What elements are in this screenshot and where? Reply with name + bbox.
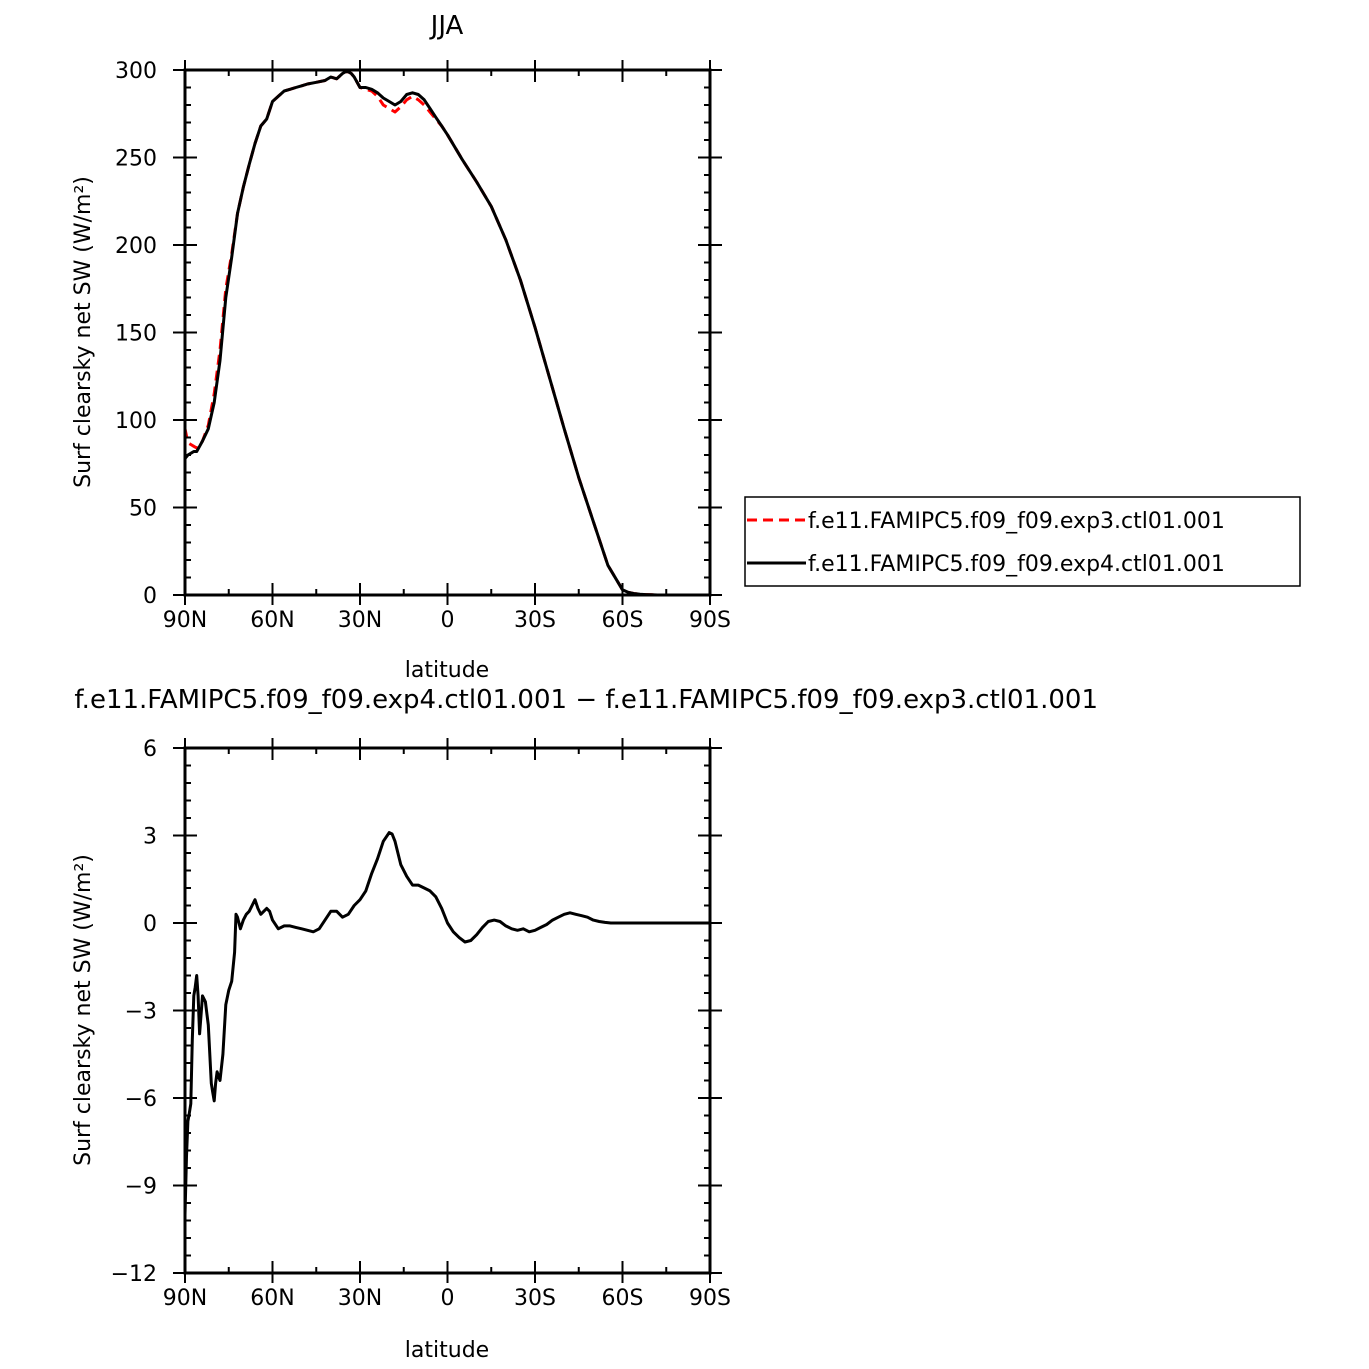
y-axis-title: Surf clearsky net SW (W/m²) — [71, 854, 96, 1166]
x-axis-title: latitude — [405, 658, 489, 683]
y-tick-label: 0 — [143, 912, 157, 937]
y-axis-title: Surf clearsky net SW (W/m²) — [71, 176, 96, 488]
y-tick-label: 300 — [115, 59, 157, 84]
x-tick-label: 60N — [250, 608, 294, 633]
series-line-0 — [183, 70, 710, 597]
x-axis-title: latitude — [405, 1338, 489, 1363]
difference-chart-title: f.e11.FAMIPC5.f09_f09.exp4.ctl01.001 − f… — [74, 685, 1098, 715]
y-tick-label: 6 — [143, 737, 157, 762]
difference-chart: f.e11.FAMIPC5.f09_f09.exp4.ctl01.001 − f… — [71, 685, 1098, 1363]
chart-title: JJA — [429, 11, 464, 41]
y-tick-label: −3 — [125, 1000, 157, 1025]
y-tick-label: 50 — [129, 497, 157, 522]
x-tick-label: 90N — [163, 608, 207, 633]
x-tick-label: 30N — [338, 1286, 382, 1311]
legend-label-exp3: f.e11.FAMIPC5.f09_f09.exp3.ctl01.001 — [808, 509, 1225, 534]
x-tick-label: 30N — [338, 608, 382, 633]
y-tick-label: −6 — [125, 1087, 157, 1112]
x-tick-label: 60S — [602, 608, 644, 633]
y-tick-label: 200 — [115, 234, 157, 259]
x-tick-label: 90S — [689, 608, 731, 633]
y-tick-label: 250 — [115, 147, 157, 172]
plot-frame — [183, 746, 712, 1275]
x-tick-label: 90N — [163, 1286, 207, 1311]
y-tick-label: 3 — [143, 825, 157, 850]
x-tick-label: 30S — [514, 1286, 556, 1311]
zonal-mean-chart: JJA 90N 60N 30N 0 30S 60S 90S 0 50 100 150 200 250 30… — [71, 11, 1301, 683]
y-tick-label: 150 — [115, 322, 157, 347]
x-tick-label: 60N — [250, 1286, 294, 1311]
plot-area: 90N 60N 30N 0 30S 60S 90S −12 −9 −6 −3 0 3 6 — [111, 737, 731, 1311]
y-tick-label: 100 — [115, 409, 157, 434]
legend: f.e11.FAMIPC5.f09_f09.exp3.ctl01.001 f.e… — [744, 496, 1301, 587]
legend-label-exp4: f.e11.FAMIPC5.f09_f09.exp4.ctl01.001 — [808, 552, 1225, 577]
y-tick-label: 0 — [143, 584, 157, 609]
x-tick-label: 90S — [689, 1286, 731, 1311]
series-line-0 — [183, 831, 710, 1215]
x-tick-label: 60S — [602, 1286, 644, 1311]
legend-box — [744, 496, 1301, 587]
plot-frame — [183, 68, 712, 597]
series-line-1 — [183, 70, 710, 597]
y-tick-label: −12 — [111, 1262, 157, 1287]
y-tick-label: −9 — [125, 1175, 157, 1200]
plot-area: 90N 60N 30N 0 30S 60S 90S 0 50 100 150 200 250 300 — [115, 59, 731, 633]
x-tick-label: 30S — [514, 608, 556, 633]
x-tick-label: 0 — [441, 608, 455, 633]
x-tick-label: 0 — [441, 1286, 455, 1311]
